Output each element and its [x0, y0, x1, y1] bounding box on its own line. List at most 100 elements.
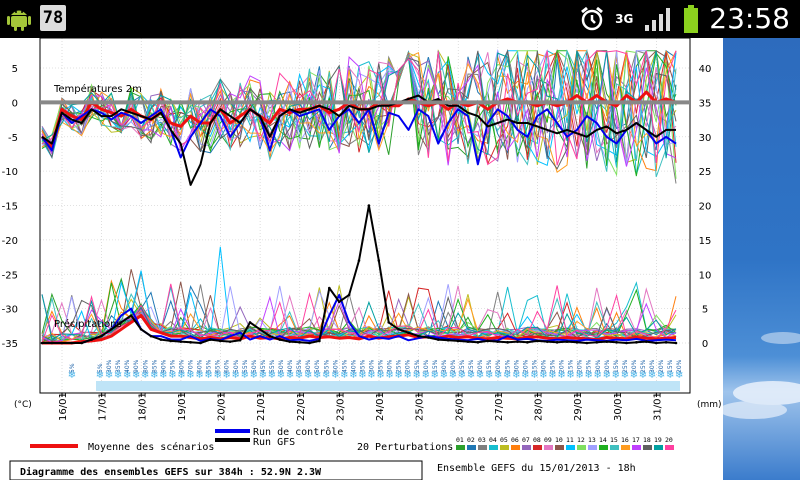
gfs-precip-point — [60, 341, 64, 345]
gfs-precip-point — [545, 340, 549, 343]
snow-probability: 35% — [359, 359, 366, 373]
snow-probability: 90% — [133, 359, 140, 373]
gfs-precip-point — [159, 338, 163, 341]
battery-icon — [684, 5, 699, 33]
gfs-precip-point — [268, 334, 272, 338]
snow-probability: 60% — [332, 359, 339, 373]
snowflake-icon: ❄ — [575, 370, 583, 381]
gfs-precip-point — [625, 341, 628, 345]
legend-mean-label: Moyenne des scénarios — [88, 441, 214, 453]
gfs-precip-point — [258, 327, 262, 331]
snowflake-icon: ❄ — [295, 370, 303, 381]
gfs-precip-point — [595, 341, 599, 344]
snowflake-icon: ❄ — [630, 370, 638, 381]
date-labels: 16/01 17/01 18/01 19/01 20/01 21/01 22/01 23/01… — [58, 392, 663, 421]
gfs-precip-point — [407, 331, 410, 334]
snowflake-icon: ❄ — [675, 370, 683, 381]
member-swatch — [665, 445, 674, 450]
snowflake-icon: ❄ — [96, 370, 104, 381]
snowflake-icon: ❄ — [168, 370, 176, 381]
legend-gfs-label: Run GFS — [253, 437, 295, 448]
member-number: 12 — [577, 436, 585, 444]
snowflake-icon: ❄ — [666, 370, 674, 381]
snow-probability: 55% — [206, 359, 213, 373]
gfs-precip-point — [585, 341, 589, 345]
gfs-precip-point — [139, 327, 143, 331]
gfs-precip-point — [278, 338, 282, 341]
snowflake-icon: ❄ — [250, 370, 258, 381]
gfs-precip-point — [129, 314, 133, 317]
snowflake-icon: ❄ — [195, 370, 203, 381]
right-tick-label: 10 — [699, 270, 712, 281]
snow-probability: 25% — [414, 359, 421, 373]
gfs-precip-point — [367, 204, 371, 207]
legend-control-label: Run de contrôle — [253, 426, 343, 438]
snow-probability: 50% — [314, 359, 321, 373]
snow-probability: 50% — [278, 359, 285, 373]
member-temp-line — [41, 50, 677, 166]
gfs-precip-point — [476, 341, 480, 344]
gfs-precip-point — [357, 259, 361, 262]
snowflake-icon: ❄ — [521, 370, 529, 381]
snowflake-icon: ❄ — [476, 370, 484, 381]
gfs-precip-point — [377, 259, 381, 262]
notification-badge-icon[interactable]: 78 — [40, 5, 66, 31]
network-3g-icon: 3G — [615, 12, 634, 26]
date-label: 18/01 — [137, 392, 148, 421]
snowflake-icon: ❄ — [449, 370, 457, 381]
member-precip-line — [41, 281, 677, 342]
snow-probability: 10% — [423, 359, 430, 373]
gfs-precip-point — [575, 341, 579, 344]
left-tick-label: -15 — [2, 202, 18, 213]
member-swatch — [478, 445, 487, 450]
gfs-precip-point — [347, 293, 351, 297]
axes: 5 0 -5 -10 -15 -20 -25 -30 -35 40 35 30 25 20 15 10 5 0 — [2, 38, 712, 397]
snowflake-icon: ❄ — [440, 370, 448, 381]
left-tick-label: 0 — [12, 98, 18, 109]
snowflake-icon: ❄ — [431, 370, 439, 381]
date-label: 19/01 — [177, 392, 188, 421]
left-tick-label: -25 — [2, 270, 18, 281]
member-temp-line — [41, 48, 677, 166]
date-label: 30/01 — [613, 392, 624, 421]
snow-probability: 80% — [178, 359, 185, 373]
snow-probability: 45% — [341, 359, 348, 373]
member-precip-line — [41, 283, 677, 343]
member-number: 06 — [511, 436, 519, 444]
snowflake-icon: ❄ — [413, 370, 421, 381]
gfs-precip-point — [318, 339, 321, 343]
snow-probability: 5% — [97, 363, 104, 373]
member-number: 07 — [522, 436, 530, 444]
snow-probability: 15% — [667, 359, 674, 373]
left-unit-label: (°C) — [14, 400, 32, 410]
snow-probability: 25% — [504, 359, 511, 373]
gefs-chart: 5 0 -5 -10 -15 -20 -25 -30 -35 40 35 30 25 20 15 10 5 0 T… — [0, 38, 723, 480]
gfs-precip-point — [179, 340, 182, 343]
snowflake-icon: ❄ — [241, 370, 249, 381]
snowflake-icon: ❄ — [123, 370, 131, 381]
snow-probability: 60% — [197, 359, 204, 373]
gfs-precip-point — [674, 341, 678, 345]
snow-probability: 90% — [160, 359, 167, 373]
gfs-precip-point — [516, 340, 519, 343]
member-swatch — [500, 445, 509, 450]
gfs-precip-point — [228, 340, 232, 343]
gfs-precip-point — [199, 341, 202, 345]
snowflake-icon: ❄ — [512, 370, 520, 381]
member-swatch — [544, 445, 553, 450]
android-icon — [7, 10, 31, 31]
snowflake-icon: ❄ — [286, 370, 294, 381]
member-swatch — [643, 445, 652, 450]
snow-probability: 30% — [649, 359, 656, 373]
date-label: 25/01 — [415, 392, 426, 421]
member-swatch — [588, 445, 597, 450]
title-box — [9, 460, 423, 480]
gfs-precip-point — [486, 339, 490, 343]
member-number: 01 — [456, 436, 464, 444]
snow-probability: 85% — [151, 359, 158, 373]
left-tick-label: -20 — [2, 236, 18, 247]
snowflake-icon: ❄ — [204, 370, 212, 381]
run-info: Ensemble GEFS du 15/01/2013 - 18h — [437, 463, 636, 474]
snowflake-icon: ❄ — [313, 370, 321, 381]
left-tick-label: -35 — [2, 339, 18, 350]
